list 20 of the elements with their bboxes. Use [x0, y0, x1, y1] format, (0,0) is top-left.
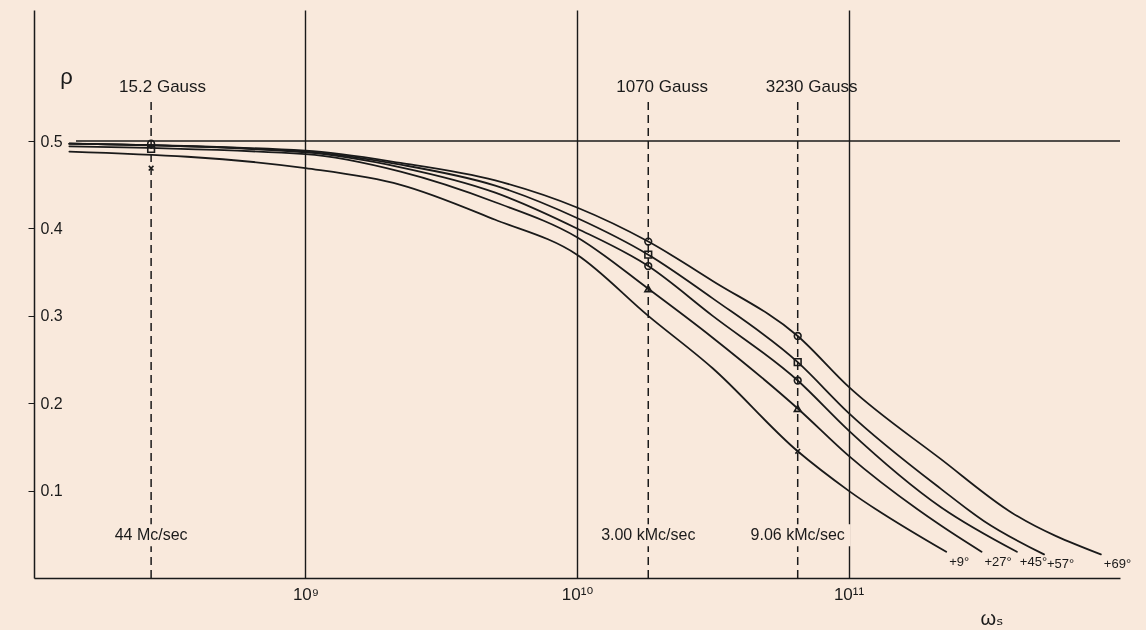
series-label: +69° [1103, 556, 1132, 572]
ref-line-label: 1070 Gauss [616, 77, 708, 96]
x-tick-label: 10⁹ [292, 584, 320, 604]
y-tick-label: 0.2 [40, 394, 63, 412]
series-label: +57° [1047, 556, 1075, 572]
y-tick-label: 0.4 [40, 219, 63, 237]
y-tick-label: 0.1 [40, 482, 63, 500]
annotation: 3.00 kMc/sec [601, 526, 696, 544]
annotation: 9.06 kMc/sec [750, 526, 845, 544]
x-axis-title: ωₛ [980, 606, 1004, 629]
series-label: +9° [949, 553, 970, 569]
y-tick-label: 0.3 [40, 307, 63, 325]
y-tick-label: 0.5 [40, 132, 63, 150]
x-tick-label: 10¹⁰ [561, 584, 594, 604]
y-axis-title: ρ [60, 63, 73, 89]
ref-line-label: 15.2 Gauss [119, 77, 207, 96]
series-label: +45° [1019, 553, 1048, 569]
series-label: +27° [984, 553, 1012, 569]
x-tick-label: 10¹¹ [833, 584, 865, 604]
annotation: 44 Mc/sec [114, 526, 188, 544]
